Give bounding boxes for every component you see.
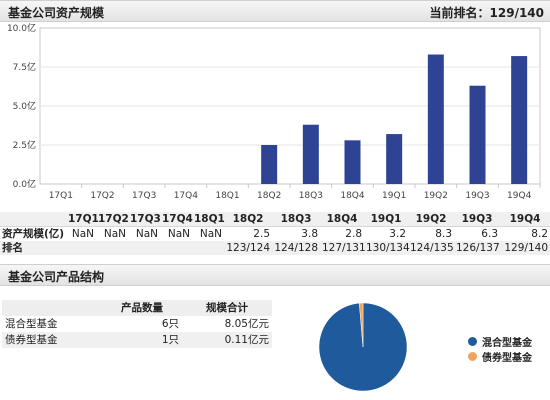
row-label: 排名 bbox=[2, 242, 23, 254]
table-cell: NaN bbox=[71, 228, 94, 240]
asset-scale-header: 基金公司资产规模 当前排名：129/140 bbox=[0, 0, 550, 22]
legend-item-bond[interactable]: 债券型基金 bbox=[468, 349, 532, 364]
table-row: 资产规模(亿) NaN NaN NaN NaN NaN 2.5 3.8 2.8 3.2 8.3 6.3… bbox=[0, 226, 550, 241]
table-cell: NaN bbox=[167, 228, 190, 240]
legend-item-hybrid[interactable]: 混合型基金 bbox=[468, 334, 532, 349]
y-tick-label: 10.0亿 bbox=[7, 22, 36, 34]
bar[interactable] bbox=[302, 124, 319, 184]
table-cell: 8.3 bbox=[435, 228, 452, 240]
x-tick-label: 17Q2 bbox=[90, 191, 114, 201]
quarter-column-header: 18Q4 bbox=[320, 212, 364, 227]
table-cell bbox=[128, 241, 160, 255]
table-cell: 6.3 bbox=[481, 228, 498, 240]
legend-label: 债券型基金 bbox=[482, 353, 532, 364]
quarter-column-header: 19Q2 bbox=[408, 212, 454, 227]
x-tick-label: 18Q4 bbox=[340, 191, 365, 201]
product-name: 债券型基金 bbox=[5, 334, 58, 346]
current-rank: 当前排名：129/140 bbox=[429, 6, 544, 20]
quarter-column-header: 19Q4 bbox=[500, 212, 550, 227]
bar[interactable] bbox=[344, 140, 361, 184]
table-cell: NaN bbox=[135, 228, 158, 240]
table-cell: 123/124 bbox=[226, 242, 270, 254]
table-cell bbox=[96, 241, 128, 255]
legend-swatch-bond bbox=[468, 352, 477, 361]
bar[interactable] bbox=[386, 134, 403, 184]
x-tick-label: 19Q1 bbox=[382, 191, 406, 201]
bar[interactable] bbox=[511, 56, 528, 184]
quarter-column-header: 17Q2 bbox=[96, 212, 129, 227]
product-col-header-scale: 规模合计 bbox=[182, 300, 272, 316]
table-cell: 124/135 bbox=[410, 242, 454, 254]
pie-slice[interactable] bbox=[359, 302, 364, 348]
asset-table-header-row: 17Q1 17Q2 17Q3 17Q4 18Q1 18Q2 18Q3 18Q4 19Q1 19Q2… bbox=[0, 212, 550, 227]
product-name: 混合型基金 bbox=[5, 318, 58, 330]
table-cell: 2.8 bbox=[345, 228, 362, 240]
bar[interactable] bbox=[261, 145, 278, 184]
x-tick-label: 19Q3 bbox=[465, 191, 489, 201]
table-cell: 3.8 bbox=[301, 228, 318, 240]
table-cell bbox=[66, 241, 96, 255]
table-cell: NaN bbox=[103, 228, 126, 240]
pie-legend: 混合型基金 债券型基金 bbox=[468, 334, 532, 364]
row-header-blank bbox=[0, 212, 66, 227]
bar[interactable] bbox=[427, 54, 444, 184]
y-tick-label: 0.0亿 bbox=[13, 178, 36, 190]
x-tick-label: 19Q4 bbox=[507, 191, 532, 201]
legend-swatch-hybrid bbox=[468, 337, 477, 346]
table-cell: NaN bbox=[199, 228, 222, 240]
table-cell: 3.2 bbox=[389, 228, 406, 240]
x-tick-label: 18Q3 bbox=[299, 191, 323, 201]
product-scale: 0.11亿元 bbox=[224, 334, 269, 346]
quarter-column-header: 19Q1 bbox=[364, 212, 408, 227]
table-cell: 2.5 bbox=[253, 228, 270, 240]
table-cell bbox=[192, 241, 224, 255]
quarter-column-header: 17Q4 bbox=[160, 212, 193, 227]
table-cell: 130/134 bbox=[366, 242, 410, 254]
table-cell: 129/140 bbox=[504, 242, 548, 254]
y-tick-label: 5.0亿 bbox=[13, 100, 36, 112]
table-cell: 127/131 bbox=[322, 242, 366, 254]
product-structure-header: 基金公司产品结构 bbox=[0, 264, 550, 286]
product-col-header-count: 产品数量 bbox=[102, 300, 182, 316]
quarter-column-header: 18Q2 bbox=[224, 212, 272, 227]
row-label: 资产规模(亿) bbox=[2, 228, 65, 240]
quarter-column-header: 18Q3 bbox=[272, 212, 320, 227]
asset-scale-title: 基金公司资产规模 bbox=[8, 6, 105, 20]
quarter-column-header: 18Q1 bbox=[192, 212, 225, 227]
x-tick-label: 19Q2 bbox=[424, 191, 448, 201]
asset-scale-table: 17Q1 17Q2 17Q3 17Q4 18Q1 18Q2 18Q3 18Q4 19Q1 19Q2… bbox=[0, 212, 550, 255]
x-tick-label: 17Q4 bbox=[174, 191, 199, 201]
product-row: 混合型基金 6只 8.05亿元 bbox=[2, 316, 272, 332]
quarter-column-header: 19Q3 bbox=[454, 212, 500, 227]
x-tick-label: 18Q1 bbox=[215, 191, 239, 201]
product-structure-pie-chart bbox=[318, 302, 408, 392]
product-count: 6只 bbox=[161, 318, 179, 330]
product-col-header-name bbox=[2, 300, 102, 316]
quarter-column-header: 17Q1 bbox=[66, 212, 99, 227]
table-cell: 126/137 bbox=[456, 242, 500, 254]
product-structure-title: 基金公司产品结构 bbox=[8, 270, 105, 284]
table-row: 排名 123/124 124/128 127/131 130/134 124/135 126… bbox=[0, 241, 550, 255]
quarter-column-header: 17Q3 bbox=[128, 212, 161, 227]
product-row: 债券型基金 1只 0.11亿元 bbox=[2, 332, 272, 348]
bar[interactable] bbox=[469, 85, 486, 184]
x-tick-label: 17Q3 bbox=[132, 191, 156, 201]
table-cell: 124/128 bbox=[274, 242, 318, 254]
y-tick-label: 2.5亿 bbox=[13, 139, 36, 151]
product-count: 1只 bbox=[161, 334, 179, 346]
asset-scale-bar-chart: 0.0亿 2.5亿 5.0亿 7.5亿 10.0亿 17Q1 17Q2 17Q3 17Q4 18Q… bbox=[7, 22, 541, 201]
table-cell bbox=[160, 241, 192, 255]
product-table-header-row: 产品数量 规模合计 bbox=[2, 300, 272, 316]
table-cell: 8.2 bbox=[531, 228, 548, 240]
product-structure-table: 产品数量 规模合计 混合型基金 6只 8.05亿元 债券型基金 1只 0.11亿… bbox=[2, 300, 272, 348]
legend-label: 混合型基金 bbox=[482, 338, 532, 349]
x-tick-label: 17Q1 bbox=[49, 191, 73, 201]
product-scale: 8.05亿元 bbox=[224, 318, 269, 330]
y-tick-label: 7.5亿 bbox=[13, 61, 36, 73]
x-tick-label: 18Q2 bbox=[257, 191, 281, 201]
